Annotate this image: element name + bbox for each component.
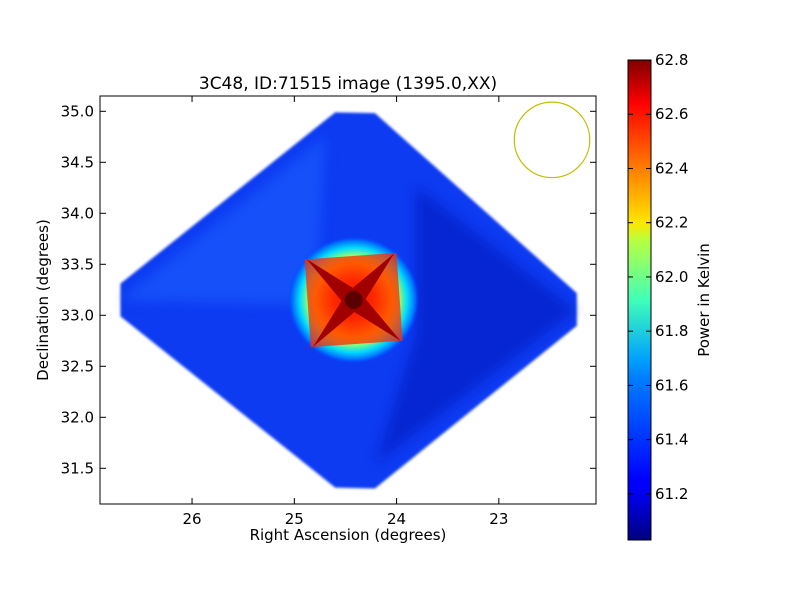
colorbar: 61.2 61.4 61.6 61.8 62.0 62.2 62.4 62.6 62.8 Pow… [627, 51, 713, 541]
plot-area: 26 25 24 23 31.5 32.0 32.5 33.0 33.5 34.0 34.5 35.… [61, 95, 597, 528]
y-tick-label: 31.5 [61, 459, 94, 477]
colorbar-tick-label: 62.2 [655, 214, 688, 232]
colorbar-ticks: 61.2 61.4 61.6 61.8 62.0 62.2 62.4 62.6 62.8 [628, 51, 688, 503]
colorbar-tick-label: 61.8 [655, 322, 688, 340]
y-tick-label: 34.0 [61, 204, 94, 222]
y-tick-label: 35.0 [61, 102, 94, 120]
x-axis-ticks: 26 25 24 23 [182, 96, 508, 528]
colorbar-tick-label: 61.6 [655, 376, 688, 394]
colorbar-tick-label: 61.2 [655, 485, 688, 503]
x-tick-label: 26 [182, 510, 201, 528]
colorbar-tick-label: 62.0 [655, 268, 688, 286]
y-tick-label: 32.0 [61, 408, 94, 426]
colorbar-tick-label: 62.6 [655, 105, 688, 123]
y-tick-label: 34.5 [61, 153, 94, 171]
source-center [344, 291, 363, 309]
colorbar-tick-label: 61.4 [655, 431, 688, 449]
chart-title: 3C48, ID:71515 image (1395.0,XX) [199, 74, 497, 94]
y-tick-label: 33.5 [61, 255, 94, 273]
x-tick-label: 24 [387, 510, 406, 528]
x-tick-label: 23 [489, 510, 508, 528]
colorbar-label: Power in Kelvin [695, 243, 713, 357]
y-tick-label: 32.5 [61, 357, 94, 375]
x-axis-label: Right Ascension (degrees) [250, 526, 447, 544]
footprint-shade-right [375, 186, 576, 464]
y-axis-ticks: 31.5 32.0 32.5 33.0 33.5 34.0 34.5 35.0 [61, 102, 596, 477]
colorbar-tick-label: 62.4 [655, 159, 688, 177]
y-tick-label: 33.0 [61, 306, 94, 324]
y-axis-label: Declination (degrees) [34, 219, 52, 381]
footprint-shade-left [120, 136, 326, 306]
colorbar-tick-label: 62.8 [655, 51, 688, 69]
x-tick-label: 25 [285, 510, 304, 528]
plot-frame [99, 95, 597, 505]
colorbar-gradient [627, 59, 652, 541]
source-3C48 [284, 232, 423, 368]
beam-circle [513, 101, 591, 179]
